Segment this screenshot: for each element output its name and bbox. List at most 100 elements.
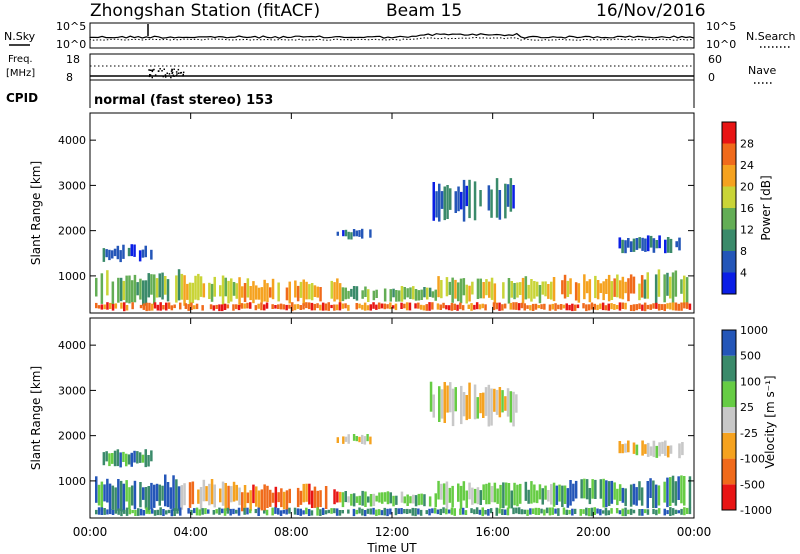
- heatmap-cell: [111, 250, 114, 259]
- heatmap-cell: [361, 304, 364, 310]
- heatmap-cell: [476, 278, 480, 299]
- heatmap-cell: [142, 303, 146, 310]
- heatmap-cell: [493, 283, 497, 304]
- heatmap-cell: [439, 304, 442, 310]
- heatmap-cell: [358, 495, 361, 506]
- power-colorbar-segment: [722, 208, 736, 230]
- heatmap-cell: [607, 510, 610, 516]
- cpid-value: normal (fast stereo) 153: [94, 93, 273, 108]
- heatmap-cell: [498, 387, 502, 418]
- heatmap-cell: [517, 303, 521, 311]
- heatmap-cell: [235, 283, 238, 299]
- heatmap-cell: [573, 304, 577, 311]
- heatmap-cell: [685, 277, 689, 306]
- heatmap-cell: [257, 287, 261, 300]
- heatmap-cell: [436, 509, 440, 515]
- heatmap-cell: [221, 275, 225, 305]
- heatmap-cell: [319, 509, 322, 516]
- heatmap-cell: [120, 509, 123, 517]
- heatmap-cell: [527, 284, 530, 299]
- heatmap-cell: [125, 453, 128, 467]
- heatmap-cell: [195, 507, 199, 516]
- heatmap-cell: [363, 302, 367, 311]
- freq-left-tick-top: 18: [66, 53, 80, 66]
- heatmap-cell: [428, 287, 432, 297]
- heatmap-cell: [406, 288, 409, 298]
- power-colorbar-segment: [722, 186, 736, 208]
- heatmap-cell: [138, 250, 142, 262]
- heatmap-cell: [355, 509, 358, 515]
- heatmap-cell: [361, 434, 364, 444]
- heatmap-cell: [434, 493, 437, 508]
- heatmap-cell: [431, 508, 434, 514]
- heatmap-cell: [615, 508, 619, 514]
- heatmap-cell: [484, 304, 487, 311]
- nave-drop-point: [170, 76, 172, 79]
- heatmap-cell: [641, 509, 644, 516]
- heatmap-cell: [271, 492, 275, 503]
- heatmap-cell: [572, 483, 575, 502]
- nave-drop-point: [168, 73, 171, 75]
- heatmap-cell: [330, 304, 333, 309]
- heatmap-cell: [652, 440, 656, 458]
- power-colorbar-tick: 20: [740, 181, 754, 194]
- heatmap-cell: [462, 179, 466, 222]
- heatmap-cell: [492, 302, 496, 311]
- heatmap-cell: [618, 237, 622, 249]
- heatmap-cell: [355, 286, 359, 301]
- heatmap-cell: [139, 482, 142, 508]
- nave-drop-point: [172, 74, 175, 76]
- heatmap-cell: [335, 304, 339, 311]
- heatmap-cell: [363, 436, 367, 445]
- heatmap-cell: [436, 303, 440, 310]
- heatmap-cell: [537, 507, 540, 515]
- heatmap-cell: [383, 507, 386, 516]
- heatmap-cell: [133, 450, 136, 463]
- heatmap-cell: [544, 281, 547, 297]
- heatmap-cell: [195, 303, 199, 310]
- heatmap-cell: [666, 237, 670, 253]
- heatmap-cell: [481, 507, 484, 517]
- heatmap-cell: [599, 509, 602, 516]
- heatmap-cell: [279, 510, 283, 516]
- heatmap-cell: [629, 274, 633, 294]
- heatmap-cell: [666, 510, 669, 515]
- velocity-colorbar-tick: -500: [740, 478, 765, 491]
- heatmap-cell: [266, 283, 269, 302]
- heatmap-cell: [95, 509, 98, 515]
- heatmap-cell: [685, 507, 689, 514]
- heatmap-cell: [125, 305, 129, 311]
- heatmap-cell: [144, 449, 147, 468]
- heatmap-cell: [566, 280, 570, 297]
- heatmap-cell: [529, 305, 532, 311]
- heatmap-cell: [621, 508, 624, 517]
- heatmap-cell: [372, 507, 375, 515]
- heatmap-cell: [383, 303, 386, 310]
- heatmap-cell: [321, 507, 325, 515]
- heatmap-cell: [490, 277, 494, 300]
- heatmap-cell: [310, 283, 314, 301]
- heatmap-cell: [674, 481, 678, 506]
- heatmap-cell: [618, 510, 622, 515]
- heatmap-cell: [635, 444, 639, 456]
- heatmap-cell: [585, 479, 589, 500]
- heatmap-cell: [254, 305, 258, 311]
- heatmap-cell: [646, 304, 650, 310]
- heatmap-cell: [574, 480, 578, 499]
- heatmap-cell: [641, 237, 644, 251]
- heatmap-cell: [198, 509, 202, 516]
- heatmap-cell: [596, 280, 600, 300]
- heatmap-cell: [681, 442, 684, 456]
- heatmap-cell: [680, 508, 683, 515]
- heatmap-cell: [624, 507, 627, 517]
- heatmap-cell: [640, 487, 644, 506]
- heatmap-cell: [655, 509, 658, 516]
- heatmap-cell: [446, 185, 449, 219]
- freq-label: Freq.: [8, 54, 33, 65]
- heatmap-cell: [604, 507, 608, 516]
- heatmap-cell: [509, 302, 512, 310]
- heatmap-cell: [95, 476, 98, 503]
- heatmap-cell: [119, 452, 122, 468]
- heatmap-cell: [155, 278, 159, 298]
- heatmap-cell: [389, 492, 392, 504]
